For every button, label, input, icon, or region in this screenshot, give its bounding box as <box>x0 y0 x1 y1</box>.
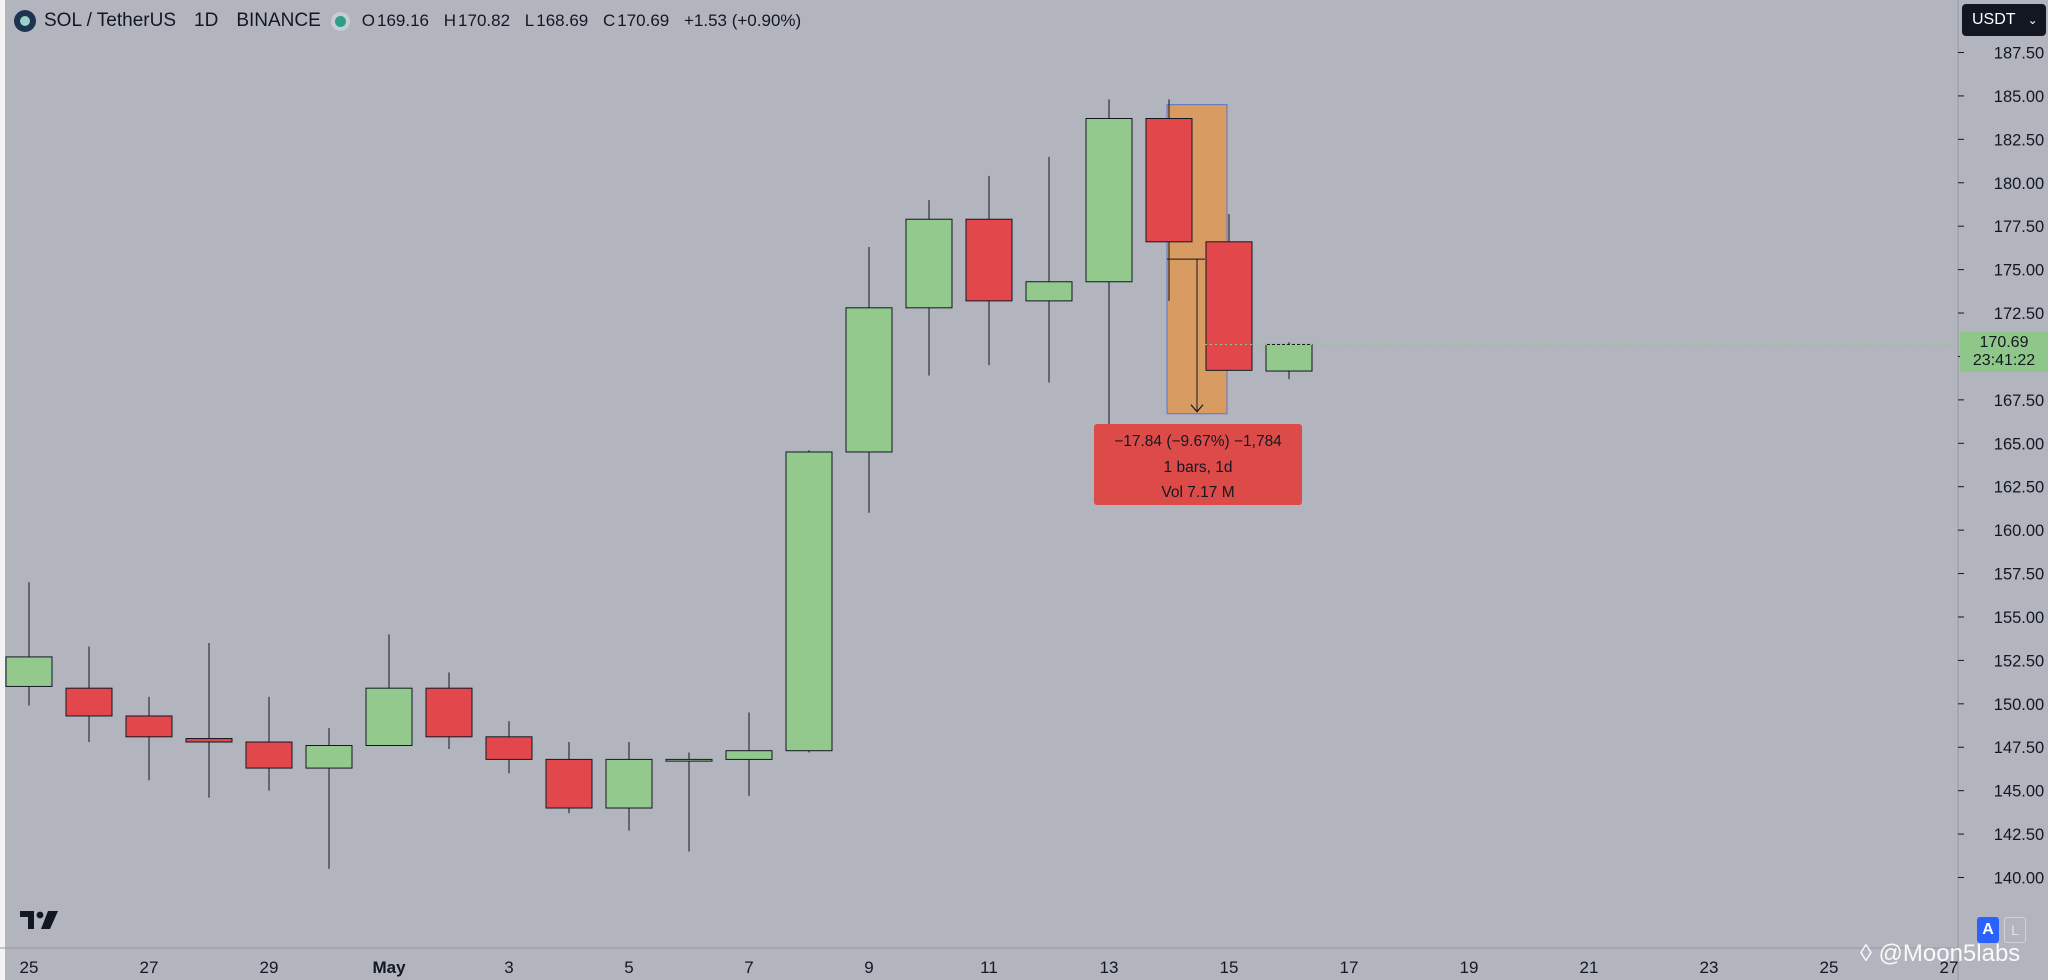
candle-body <box>906 219 952 308</box>
binance-logo-icon: ◊ <box>1860 940 1872 967</box>
bar-countdown: 23:41:22 <box>1960 352 2048 370</box>
candle-body <box>726 751 772 760</box>
time-tick-label: 17 <box>1340 958 1359 977</box>
candle-body <box>486 737 532 760</box>
market-status-icon[interactable] <box>331 12 350 31</box>
price-tick-label: 145.00 <box>1994 783 2044 801</box>
high-label: H <box>444 11 456 30</box>
tradingview-logo-icon[interactable] <box>18 908 62 932</box>
time-tick-label: 25 <box>1820 958 1839 977</box>
candle-body <box>1026 282 1072 301</box>
price-tick-label: 172.50 <box>1994 305 2044 323</box>
time-tick-label: May <box>372 958 406 977</box>
candle-body <box>1206 242 1252 371</box>
price-tick-label: 177.50 <box>1994 218 2044 236</box>
measure-change: −17.84 (−9.67%) −1,784 <box>1094 429 1302 455</box>
last-price-label: 170.69 23:41:22 <box>1960 332 2048 372</box>
low-label: L <box>525 11 534 30</box>
candle-body <box>1086 119 1132 282</box>
price-tick-label: 140.00 <box>1994 870 2044 888</box>
time-axis[interactable]: 25 27 29 May 3 5 7 9 11 13 15 17 19 21 23 25 27 <box>20 958 1959 977</box>
price-tick-label: 162.50 <box>1994 479 2044 497</box>
price-tick-label: 155.00 <box>1994 609 2044 627</box>
time-tick-label: 5 <box>624 958 633 977</box>
candle-body <box>366 688 412 745</box>
measure-tooltip: −17.84 (−9.67%) −1,784 1 bars, 1d Vol 7.… <box>1094 424 1302 505</box>
candle-body <box>606 759 652 808</box>
last-price-value: 170.69 <box>1960 334 2048 352</box>
time-tick-label: 7 <box>744 958 753 977</box>
price-tick-label: 150.00 <box>1994 696 2044 714</box>
candle-body <box>426 688 472 737</box>
time-tick-label: 27 <box>140 958 159 977</box>
price-tick-label: 152.50 <box>1994 652 2044 670</box>
price-tick-label: 157.50 <box>1994 566 2044 584</box>
price-tick-label: 175.00 <box>1994 262 2044 280</box>
ohlc-values: O 169.16 H 170.82 L 168.69 C 170.69 +1.53 (+… <box>362 11 801 31</box>
solana-logo-icon <box>14 10 36 32</box>
time-tick-label: 15 <box>1220 958 1239 977</box>
chevron-down-icon: ⌄ <box>2028 13 2038 27</box>
time-tick-label: 13 <box>1100 958 1119 977</box>
candle-body <box>546 759 592 808</box>
candle-body <box>66 688 112 716</box>
currency-label: USDT <box>1972 11 2016 29</box>
interval[interactable]: 1D <box>194 10 218 32</box>
symbol-name[interactable]: SOL / TetherUS <box>44 10 176 32</box>
exchange: BINANCE <box>236 10 320 32</box>
price-tick-label: 160.00 <box>1994 522 2044 540</box>
price-axis[interactable]: 187.50 185.00 182.50 180.00 177.50 175.00 172.… <box>1958 45 2044 888</box>
candle-body <box>1266 344 1312 371</box>
open-label: O <box>362 11 375 30</box>
candle-body <box>126 716 172 737</box>
candle-body <box>666 759 712 761</box>
time-tick-label: 25 <box>20 958 39 977</box>
time-tick-label: 29 <box>260 958 279 977</box>
time-tick-label: 21 <box>1580 958 1599 977</box>
price-tick-label: 180.00 <box>1994 175 2044 193</box>
close-value: 170.69 <box>617 11 669 30</box>
watermark-text: @Moon5labs <box>1879 940 2021 967</box>
time-tick-label: 11 <box>980 958 998 977</box>
candle-body <box>306 746 352 769</box>
measure-volume: Vol 7.17 M <box>1094 480 1302 506</box>
price-tick-label: 182.50 <box>1994 131 2044 149</box>
measure-bars: 1 bars, 1d <box>1094 455 1302 481</box>
time-tick-label: 23 <box>1700 958 1719 977</box>
candle-body <box>786 452 832 751</box>
candle-body <box>846 308 892 452</box>
change-value: +1.53 (+0.90%) <box>684 11 801 30</box>
price-tick-label: 185.00 <box>1994 88 2044 106</box>
price-tick-label: 187.50 <box>1994 45 2044 63</box>
time-tick-label: 9 <box>864 958 873 977</box>
candle-body <box>246 742 292 768</box>
low-value: 168.69 <box>536 11 588 30</box>
close-label: C <box>603 11 615 30</box>
watermark: ◊ @Moon5labs <box>1860 940 2020 968</box>
price-tick-label: 147.50 <box>1994 739 2044 757</box>
price-tick-label: 142.50 <box>1994 826 2044 844</box>
candle-body <box>186 739 232 742</box>
currency-button[interactable]: USDT ⌄ <box>1962 4 2046 36</box>
high-value: 170.82 <box>458 11 510 30</box>
open-value: 169.16 <box>377 11 429 30</box>
candle-body <box>966 219 1012 301</box>
symbol-legend: SOL / TetherUS 1D BINANCE O 169.16 H 170.8… <box>14 8 801 34</box>
candle-body <box>1146 119 1192 242</box>
time-tick-label: 3 <box>504 958 513 977</box>
price-tick-label: 167.50 <box>1994 392 2044 410</box>
candle-body <box>6 657 52 687</box>
time-tick-label: 19 <box>1460 958 1479 977</box>
price-tick-label: 165.00 <box>1994 435 2044 453</box>
